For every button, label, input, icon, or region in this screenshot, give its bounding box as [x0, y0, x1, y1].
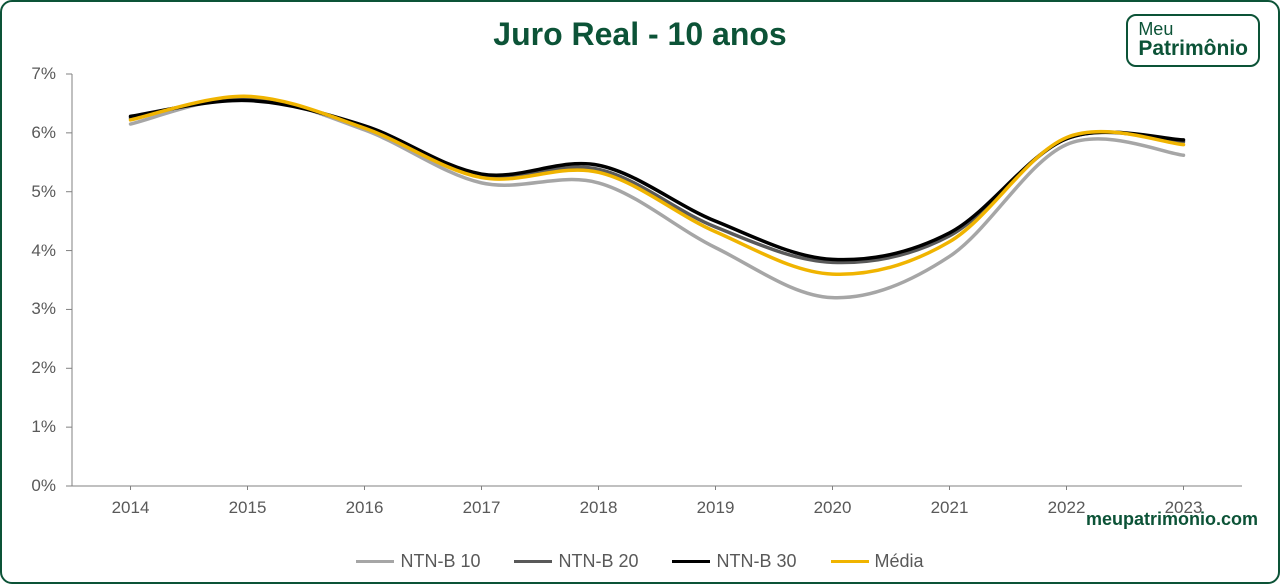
legend-item: NTN-B 30 — [672, 551, 796, 572]
legend-swatch — [356, 560, 394, 563]
brand-logo: Meu Patrimônio — [1126, 14, 1260, 67]
y-axis-tick-label: 5% — [16, 182, 56, 202]
legend: NTN-B 10 NTN-B 20 NTN-B 30 Média — [2, 551, 1278, 572]
legend-item: NTN-B 20 — [514, 551, 638, 572]
y-axis-tick-label: 0% — [16, 476, 56, 496]
legend-swatch — [514, 560, 552, 563]
x-axis-tick-label: 2017 — [463, 498, 501, 518]
y-axis-tick-label: 3% — [16, 299, 56, 319]
x-axis-tick-label: 2016 — [346, 498, 384, 518]
legend-swatch — [672, 560, 710, 563]
plot-area: 0%1%2%3%4%5%6%7%201420152016201720182019… — [32, 70, 1252, 490]
legend-label: NTN-B 20 — [558, 551, 638, 572]
brand-logo-line1: Meu — [1138, 20, 1248, 38]
series-line — [131, 99, 1184, 263]
y-axis-tick-label: 4% — [16, 241, 56, 261]
brand-logo-line2: Patrimônio — [1138, 38, 1248, 59]
line-chart-svg — [32, 70, 1252, 490]
x-axis-tick-label: 2022 — [1048, 498, 1086, 518]
legend-item: NTN-B 10 — [356, 551, 480, 572]
y-axis-tick-label: 7% — [16, 64, 56, 84]
series-line — [131, 96, 1184, 274]
chart-card: Juro Real - 10 anos Meu Patrimônio 0%1%2… — [0, 0, 1280, 584]
legend-swatch — [831, 560, 869, 563]
chart-title: Juro Real - 10 anos — [2, 16, 1278, 53]
legend-label: NTN-B 30 — [716, 551, 796, 572]
y-axis-tick-label: 2% — [16, 358, 56, 378]
x-axis-tick-label: 2014 — [112, 498, 150, 518]
y-axis-tick-label: 1% — [16, 417, 56, 437]
y-axis-tick-label: 6% — [16, 123, 56, 143]
x-axis-tick-label: 2021 — [931, 498, 969, 518]
legend-item: Média — [831, 551, 924, 572]
legend-label: NTN-B 10 — [400, 551, 480, 572]
legend-label: Média — [875, 551, 924, 572]
x-axis-tick-label: 2020 — [814, 498, 852, 518]
x-axis-tick-label: 2019 — [697, 498, 735, 518]
x-axis-tick-label: 2018 — [580, 498, 618, 518]
site-url: meupatrimonio.com — [1086, 509, 1258, 530]
x-axis-tick-label: 2015 — [229, 498, 267, 518]
